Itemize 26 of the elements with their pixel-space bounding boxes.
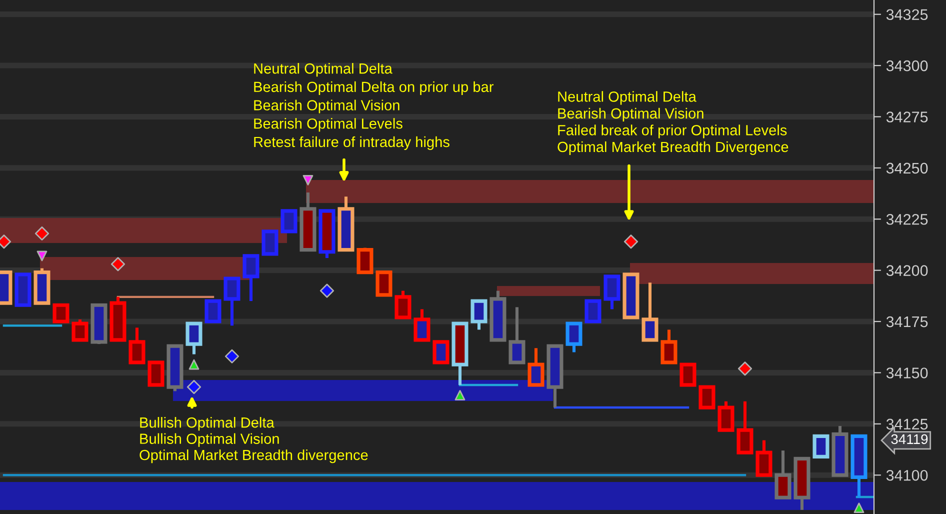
y-tick-label: 34225	[886, 214, 928, 225]
y-tick-label: 34300	[886, 60, 928, 72]
y-tick-label: 34125	[886, 418, 928, 430]
annotation: Bullish Optimal Delta Bullish Optimal Vision Optimal Market Breadth divergence	[140, 417, 368, 464]
y-tick-label: 34175	[886, 316, 928, 328]
point	[36, 250, 48, 262]
annotation: Neutral Optimal Delta Bearish Optimal Vision Failed break of prior Optimal Levels Optimal Market Breadth Divergence	[558, 91, 788, 155]
annotation: Neutral Optimal Delta Bearish Optimal Delta on prior up bar Bearish Optimal Vision Bearish Optimal Levels Retest failure of intraday highs	[254, 63, 494, 150]
point	[320, 284, 334, 298]
y-tick-label: 34325	[886, 9, 928, 20]
point	[624, 234, 638, 249]
point	[110, 257, 126, 272]
y-tick-label: 34275	[886, 112, 928, 122]
point	[188, 359, 200, 370]
point	[738, 362, 752, 376]
y-tick-label: 34200	[886, 265, 928, 276]
point	[186, 380, 202, 394]
point	[302, 175, 314, 186]
point	[854, 502, 864, 514]
point	[224, 349, 240, 364]
y-tick-label: 34100	[886, 470, 928, 481]
y-tick-label: 34250	[886, 162, 928, 174]
point	[454, 390, 466, 400]
text: 34119	[891, 434, 928, 444]
y-tick-label: 34150	[886, 368, 928, 378]
point	[34, 226, 50, 241]
